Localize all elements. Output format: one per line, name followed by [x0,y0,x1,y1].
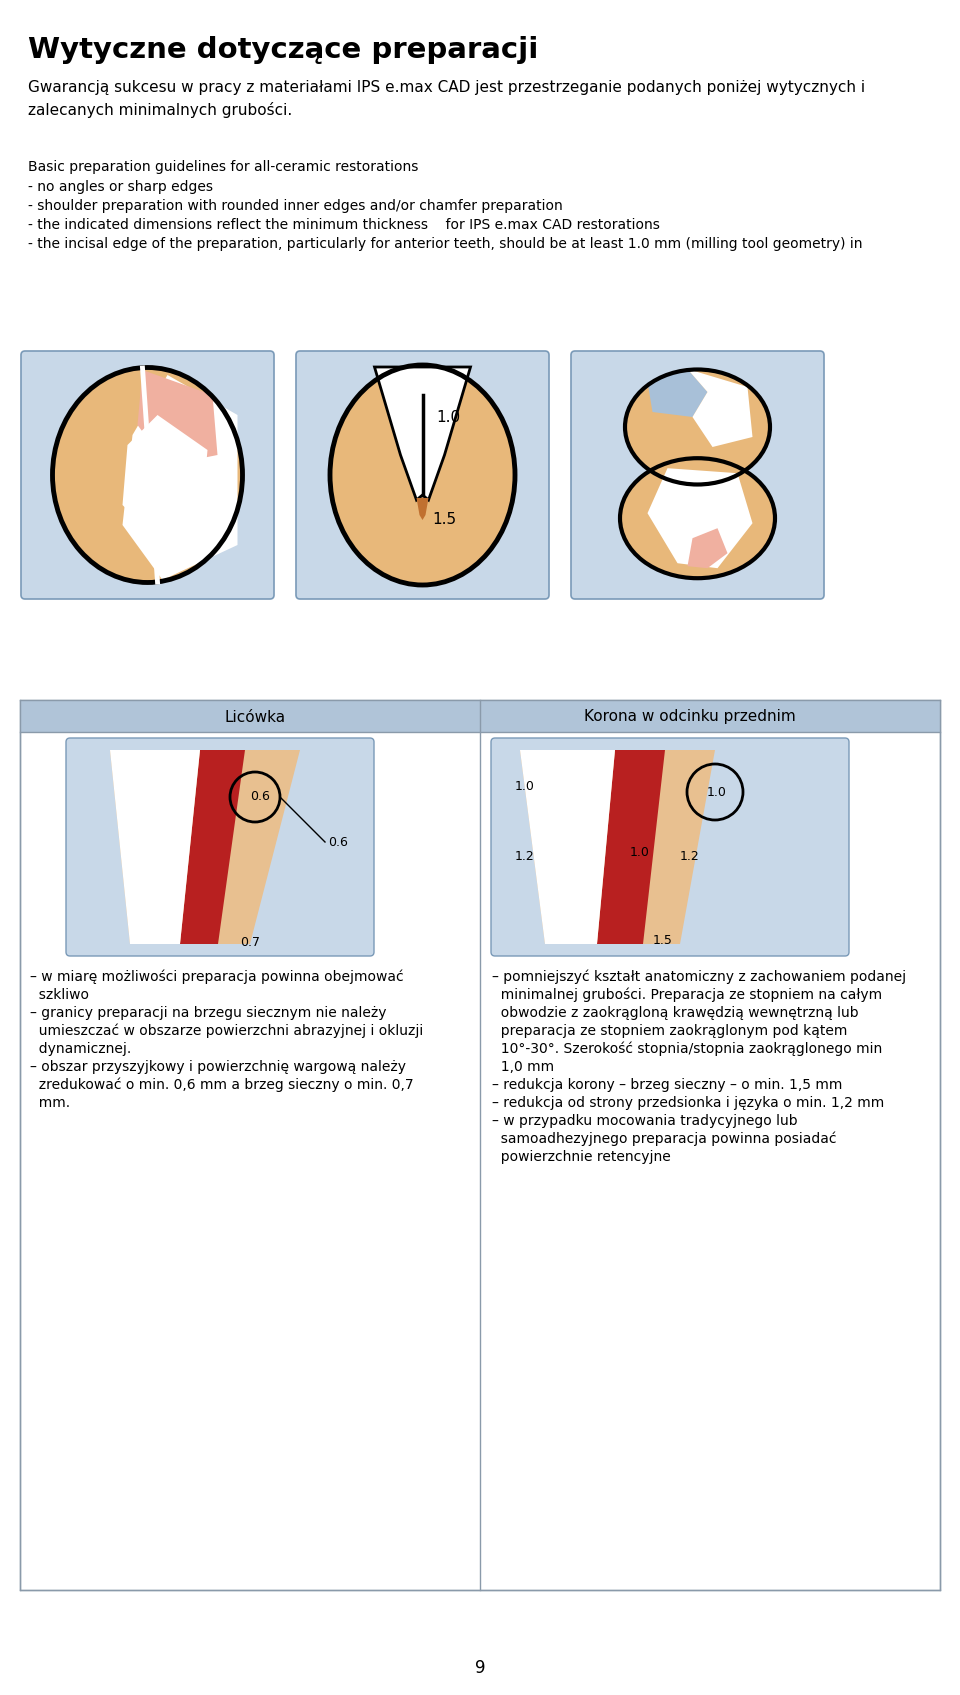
Polygon shape [123,415,207,536]
FancyBboxPatch shape [20,700,940,1590]
Text: Licówka: Licówka [225,710,285,724]
Polygon shape [520,749,715,944]
Text: umieszczać w obszarze powierzchni abrazyjnej i okluzji: umieszczać w obszarze powierzchni abrazy… [30,1024,423,1039]
Polygon shape [374,368,470,500]
Text: - no angles or sharp edges: - no angles or sharp edges [28,180,213,193]
Text: powierzchnie retencyjne: powierzchnie retencyjne [492,1149,671,1164]
Polygon shape [110,749,200,944]
Text: Korona w odcinku przednim: Korona w odcinku przednim [584,710,796,724]
Polygon shape [597,749,665,944]
Text: – redukcja korony – brzeg sieczny – o min. 1,5 mm: – redukcja korony – brzeg sieczny – o mi… [492,1078,842,1092]
Text: – w przypadku mocowania tradycyjnego lub: – w przypadku mocowania tradycyjnego lub [492,1114,798,1127]
Ellipse shape [330,364,515,585]
Text: Gwarancją sukcesu w pracy z materiałami IPS e.max CAD jest przestrzeganie podany: Gwarancją sukcesu w pracy z materiałami … [28,80,865,117]
Text: – obszar przyszyjkowy i powierzchnię wargową należy: – obszar przyszyjkowy i powierzchnię war… [30,1059,406,1075]
Text: obwodzie z zaokrągloną krawędzią wewnętrzną lub: obwodzie z zaokrągloną krawędzią wewnętr… [492,1007,858,1020]
Text: 1.5: 1.5 [433,512,457,527]
Text: minimalnej grubości. Preparacja ze stopniem na całym: minimalnej grubości. Preparacja ze stopn… [492,988,882,1002]
Text: mm.: mm. [30,1097,70,1110]
FancyBboxPatch shape [66,737,374,956]
Polygon shape [687,370,753,447]
Ellipse shape [620,458,775,578]
Text: 1.2: 1.2 [680,851,700,863]
Polygon shape [137,370,218,464]
Text: 1.5: 1.5 [653,934,673,948]
Text: – pomniejszyć kształt anatomiczny z zachowaniem podanej: – pomniejszyć kształt anatomiczny z zach… [492,970,906,985]
Text: Basic preparation guidelines for all-ceramic restorations: Basic preparation guidelines for all-cer… [28,159,419,175]
Polygon shape [110,749,300,944]
FancyBboxPatch shape [571,351,824,598]
Text: 1.0: 1.0 [708,785,727,798]
Text: 0.7: 0.7 [240,936,260,949]
Text: 0.6: 0.6 [250,790,270,803]
Text: 10°-30°. Szerokość stopnia/stopnia zaokrąglonego min: 10°-30°. Szerokość stopnia/stopnia zaokr… [492,1042,882,1056]
Ellipse shape [53,368,243,583]
Text: 1,0 mm: 1,0 mm [492,1059,554,1075]
Text: 0.6: 0.6 [328,836,348,849]
Text: Wytyczne dotyczące preparacji: Wytyczne dotyczące preparacji [28,36,539,64]
Text: szkliwo: szkliwo [30,988,89,1002]
Text: zredukować o min. 0,6 mm a brzeg sieczny o min. 0,7: zredukować o min. 0,6 mm a brzeg sieczny… [30,1078,414,1093]
Polygon shape [180,749,245,944]
Text: 9: 9 [475,1659,485,1676]
Text: 1.2: 1.2 [515,851,535,863]
Text: - the incisal edge of the preparation, particularly for anterior teeth, should b: - the incisal edge of the preparation, p… [28,237,862,251]
FancyBboxPatch shape [21,351,274,598]
Text: samoadhezyjnego preparacja powinna posiadać: samoadhezyjnego preparacja powinna posia… [492,1132,836,1146]
Ellipse shape [625,370,770,485]
FancyBboxPatch shape [20,700,940,732]
Polygon shape [647,370,708,417]
Text: 1.0: 1.0 [515,780,535,793]
Text: - shoulder preparation with rounded inner edges and/or chamfer preparation: - shoulder preparation with rounded inne… [28,198,563,214]
Text: – w miarę możliwości preparacja powinna obejmować: – w miarę możliwości preparacja powinna … [30,970,403,985]
Polygon shape [687,529,728,568]
Text: 1.0: 1.0 [437,410,461,424]
Text: 1.0: 1.0 [630,846,650,858]
Text: - the indicated dimensions reflect the minimum thickness    for IPS e.max CAD re: - the indicated dimensions reflect the m… [28,219,660,232]
Polygon shape [647,468,753,568]
Text: dynamicznej.: dynamicznej. [30,1042,132,1056]
Text: preparacja ze stopniem zaokrąglonym pod kątem: preparacja ze stopniem zaokrąglonym pod … [492,1024,848,1037]
Text: – granicy preparacji na brzegu siecznym nie należy: – granicy preparacji na brzegu siecznym … [30,1007,387,1020]
FancyBboxPatch shape [491,737,849,956]
Polygon shape [520,749,615,944]
Polygon shape [417,498,428,520]
Polygon shape [123,375,237,580]
FancyBboxPatch shape [296,351,549,598]
Text: – redukcja od strony przedsionka i języka o min. 1,2 mm: – redukcja od strony przedsionka i język… [492,1097,884,1110]
